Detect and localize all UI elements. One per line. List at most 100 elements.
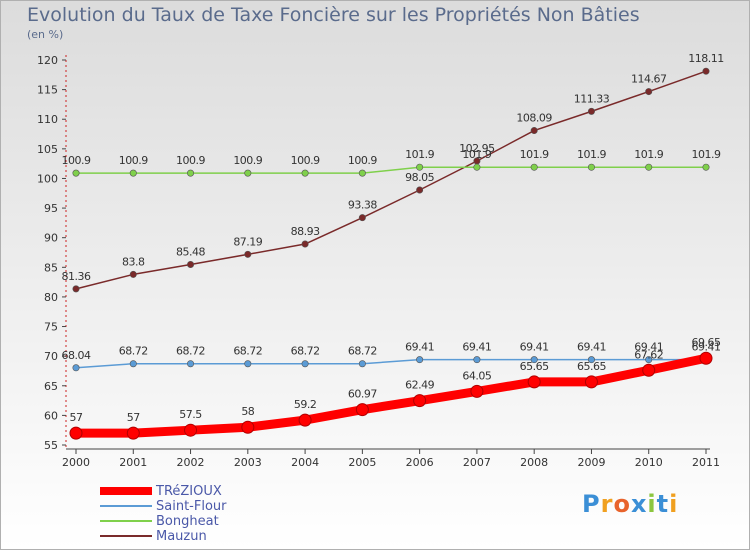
data-label-2: 100.9 bbox=[291, 154, 320, 167]
data-label-2: 101.9 bbox=[405, 148, 434, 161]
x-tick-label: 2001 bbox=[119, 456, 147, 469]
data-label-3: 118.11 bbox=[688, 52, 724, 65]
series-point-3 bbox=[645, 88, 653, 96]
data-label-2: 101.9 bbox=[577, 148, 606, 161]
chart-title: Evolution du Taux de Taxe Foncière sur l… bbox=[27, 4, 640, 26]
series-point-2 bbox=[645, 163, 653, 171]
series-point-0 bbox=[241, 420, 255, 434]
data-label-3: 85.48 bbox=[176, 245, 205, 258]
series-point-2 bbox=[244, 169, 252, 177]
x-tick-label: 2010 bbox=[635, 456, 663, 469]
data-label-1: 69.41 bbox=[634, 341, 663, 354]
series-point-0 bbox=[413, 394, 427, 408]
series-point-1 bbox=[129, 360, 137, 368]
data-label-1: 69.41 bbox=[692, 341, 721, 354]
series-point-3 bbox=[702, 67, 710, 75]
data-label-2: 100.9 bbox=[348, 154, 377, 167]
x-tick-label: 2009 bbox=[577, 456, 605, 469]
logo-letter: i bbox=[669, 490, 679, 518]
y-tick-label: 55 bbox=[44, 439, 58, 452]
series-point-0 bbox=[298, 413, 312, 427]
y-tick-label: 115 bbox=[37, 84, 58, 97]
data-label-2: 101.9 bbox=[634, 148, 663, 161]
series-point-3 bbox=[129, 270, 137, 278]
series-point-3 bbox=[587, 107, 595, 115]
series-point-2 bbox=[530, 163, 538, 171]
series-point-0 bbox=[184, 423, 198, 437]
y-tick-label: 60 bbox=[44, 409, 58, 422]
data-label-1: 68.04 bbox=[62, 349, 91, 362]
series-point-2 bbox=[416, 163, 424, 171]
data-label-0: 64.05 bbox=[462, 369, 491, 382]
series-point-1 bbox=[645, 356, 653, 364]
series-point-2 bbox=[187, 169, 195, 177]
logo-letter: r bbox=[600, 490, 614, 518]
legend-label: Mauzun bbox=[156, 529, 207, 544]
y-axis-unit: (en %) bbox=[27, 28, 64, 41]
data-label-3: 88.93 bbox=[291, 225, 320, 238]
series-point-1 bbox=[72, 364, 80, 372]
series-point-0 bbox=[642, 363, 656, 377]
series-point-3 bbox=[301, 240, 309, 248]
data-label-0: 59.2 bbox=[294, 398, 317, 411]
y-tick-label: 65 bbox=[44, 380, 58, 393]
data-label-3: 87.19 bbox=[233, 235, 262, 248]
data-label-3: 98.05 bbox=[405, 171, 434, 184]
y-tick-label: 70 bbox=[44, 350, 58, 363]
y-tick-label: 80 bbox=[44, 291, 58, 304]
x-tick-label: 2008 bbox=[520, 456, 548, 469]
data-label-0: 58 bbox=[241, 405, 254, 418]
series-point-3 bbox=[416, 186, 424, 194]
proxiti-logo: Proxiti bbox=[582, 490, 678, 518]
series-point-2 bbox=[358, 169, 366, 177]
data-label-0: 60.97 bbox=[348, 388, 377, 401]
series-point-2 bbox=[129, 169, 137, 177]
data-label-0: 67.62 bbox=[634, 348, 663, 361]
series-point-3 bbox=[72, 285, 80, 293]
logo-letter: x bbox=[630, 490, 648, 518]
y-tick-label: 95 bbox=[44, 202, 58, 215]
x-tick-label: 2011 bbox=[692, 456, 720, 469]
data-label-3: 93.38 bbox=[348, 199, 377, 212]
series-line-2 bbox=[75, 166, 707, 174]
data-label-1: 68.72 bbox=[348, 345, 377, 358]
y-tick-label: 110 bbox=[37, 113, 58, 126]
data-label-3: 114.67 bbox=[631, 73, 667, 86]
series-point-1 bbox=[530, 356, 538, 364]
data-label-0: 69.65 bbox=[692, 336, 721, 349]
data-label-1: 68.72 bbox=[233, 345, 262, 358]
y-tick-label: 75 bbox=[44, 321, 58, 334]
series-point-1 bbox=[358, 360, 366, 368]
series-point-0 bbox=[355, 403, 369, 417]
legend-swatch bbox=[100, 535, 152, 537]
x-tick-label: 2006 bbox=[406, 456, 434, 469]
legend-swatch bbox=[100, 505, 152, 507]
series-point-1 bbox=[416, 356, 424, 364]
data-label-1: 69.41 bbox=[462, 341, 491, 354]
data-label-2: 101.9 bbox=[462, 148, 491, 161]
legend-swatch bbox=[100, 487, 152, 495]
series-point-0 bbox=[527, 375, 541, 389]
data-label-2: 100.9 bbox=[62, 154, 91, 167]
data-label-0: 62.49 bbox=[405, 379, 434, 392]
series-point-0 bbox=[470, 384, 484, 398]
logo-letter: t bbox=[656, 490, 670, 518]
series-point-0 bbox=[69, 426, 83, 440]
data-label-3: 108.09 bbox=[516, 112, 552, 125]
logo-letter: P bbox=[582, 490, 601, 518]
series-point-1 bbox=[473, 356, 481, 364]
x-tick-label: 2005 bbox=[348, 456, 376, 469]
series-point-3 bbox=[358, 214, 366, 222]
data-label-2: 101.9 bbox=[520, 148, 549, 161]
series-point-2 bbox=[473, 163, 481, 171]
legend-label: TRéZIOUX bbox=[156, 484, 222, 499]
series-point-3 bbox=[187, 260, 195, 268]
series-point-2 bbox=[301, 169, 309, 177]
series-point-3 bbox=[244, 250, 252, 258]
series-point-3 bbox=[530, 127, 538, 135]
data-label-2: 100.9 bbox=[233, 154, 262, 167]
series-line-0 bbox=[71, 353, 711, 438]
data-label-0: 65.65 bbox=[577, 360, 606, 373]
legend-swatch bbox=[100, 520, 152, 522]
